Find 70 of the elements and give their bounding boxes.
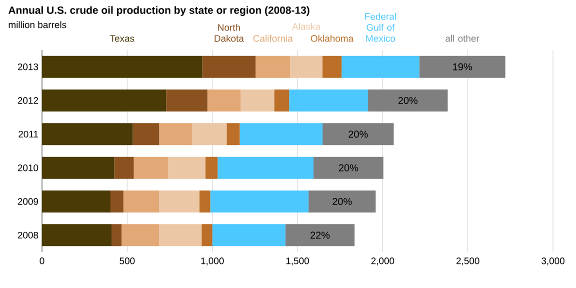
bar [166,90,208,112]
bar [111,224,122,246]
bar [314,156,384,179]
bar [123,190,160,213]
y-tick-label: 2010 [18,164,38,172]
bar [192,123,227,146]
bar [289,90,368,112]
bar [122,224,160,246]
bar [368,90,448,112]
x-tick-label: 500 [120,258,135,264]
bar [322,56,342,78]
series-label: Federal Gulf of Mexico [365,12,396,42]
bar [274,90,290,112]
bar [290,56,322,78]
bar [159,224,202,246]
x-tick-label: 2,000 [371,258,394,266]
bar [240,123,323,146]
bar [308,190,376,213]
y-tick-label: 2013 [18,63,38,70]
bar [42,224,112,246]
bar [132,123,160,146]
bar [42,90,166,112]
bar [42,123,133,146]
x-tick-label: 1,000 [201,258,224,266]
bar [199,190,210,213]
annotation: 20% [332,198,352,206]
bar [212,224,286,246]
bar [285,224,355,246]
bar [168,156,206,179]
bar [256,56,290,78]
y-tick-label: 2011 [18,130,38,138]
bar [42,190,110,213]
bar [202,56,256,78]
chart-subtitle: million barrels [8,21,66,28]
bar [205,156,218,179]
y-tick-label: 2008 [18,232,38,239]
series-label: Texas [110,35,134,42]
bar [202,224,212,246]
annotation: 20% [398,96,418,104]
bar [218,156,314,179]
bar [207,90,241,112]
y-tick-label: 2012 [18,97,38,104]
bar [114,156,134,179]
annotation: 22% [310,232,330,239]
bar [159,190,200,213]
chart-title: Annual U.S. crude oil production by state or region (2008-13) [8,6,310,16]
annotation: 20% [338,164,358,172]
bar [322,123,394,146]
text: Alaska [292,22,320,30]
series-label: all other [446,34,480,42]
series-label: North Dakota [214,24,244,42]
series-label: California [253,34,293,42]
annotation: 19% [453,63,472,70]
y-tick-label: 2009 [18,198,38,205]
x-tick-label: 1,500 [286,258,309,266]
x-tick-label: 3,000 [542,258,564,266]
bar [159,123,192,146]
bar [240,90,274,112]
bar [210,190,309,213]
bar [110,190,124,213]
bar [342,56,420,78]
bar [42,56,202,78]
bar [134,156,168,179]
x-tick-label: 0 [40,258,44,264]
series-label: Oklahoma [310,34,354,42]
x-tick-label: 2,500 [456,258,480,266]
bar [226,123,240,146]
annotation: 20% [348,130,368,138]
bar [42,156,114,179]
bar [419,56,506,78]
